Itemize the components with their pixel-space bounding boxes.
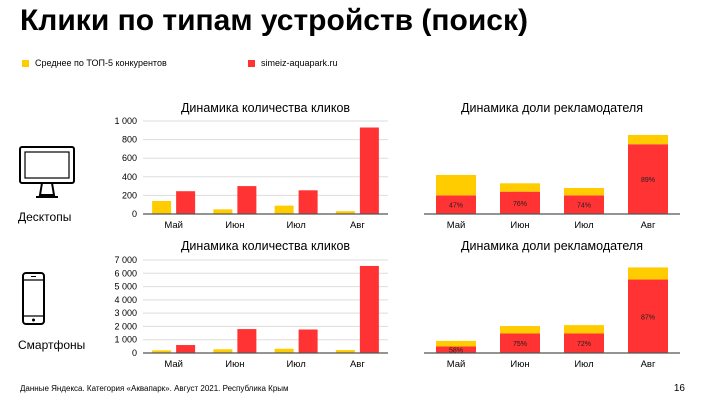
x-tick-label: Июл — [286, 220, 305, 231]
bar-segment — [500, 326, 540, 334]
x-tick-label: Май — [447, 220, 466, 231]
data-label: 76% — [513, 201, 527, 208]
x-tick-label: Июл — [286, 359, 305, 370]
x-tick-label: Авг — [641, 220, 656, 231]
y-tick-label: 1 000 — [114, 335, 137, 345]
bar-segment — [628, 267, 668, 280]
chart-title: Динамика количества кликов — [181, 239, 350, 253]
y-tick-label: 400 — [122, 172, 137, 182]
legend-label: simeiz-aquapark.ru — [261, 58, 338, 68]
x-tick-label: Июл — [574, 359, 593, 370]
bar — [335, 211, 355, 214]
y-tick-label: 0 — [132, 209, 137, 219]
x-tick-label: Июн — [225, 220, 244, 231]
bar — [213, 209, 233, 214]
bar-segment — [564, 195, 604, 214]
y-tick-label: 6 000 — [114, 268, 137, 278]
y-tick-label: 2 000 — [114, 321, 137, 331]
bar-segment — [564, 325, 604, 334]
bar-segment — [628, 134, 668, 145]
bar — [274, 205, 294, 214]
bar — [237, 186, 257, 214]
bar — [152, 350, 172, 353]
y-tick-label: 800 — [122, 135, 137, 145]
page-number: 16 — [673, 383, 685, 394]
bar — [335, 350, 355, 353]
bar-segment — [628, 144, 668, 214]
bar-segment — [628, 279, 668, 353]
smartphone-icon — [22, 272, 45, 325]
bar-segment — [564, 187, 604, 196]
x-tick-label: Авг — [641, 359, 656, 370]
legend-item-site: simeiz-aquapark.ru — [248, 58, 338, 68]
y-tick-label: 1 000 — [114, 116, 137, 126]
bar — [298, 329, 318, 353]
bar — [176, 191, 196, 214]
bar — [274, 348, 294, 353]
data-label: 58% — [449, 348, 463, 355]
legend-swatch-yellow — [22, 59, 29, 67]
y-tick-label: 600 — [122, 153, 137, 163]
legend-item-competitors: Среднее по ТОП-5 конкурентов — [22, 58, 167, 68]
data-label: 74% — [577, 203, 591, 210]
data-label: 72% — [577, 341, 591, 348]
y-tick-label: 200 — [122, 190, 137, 200]
x-tick-label: Июн — [225, 359, 244, 370]
bar-segment — [436, 340, 476, 347]
bar — [298, 190, 318, 214]
chart-title: Динамика количества кликов — [181, 101, 350, 115]
x-tick-label: Июн — [510, 220, 529, 231]
bar — [237, 329, 257, 353]
bar-segment — [500, 191, 540, 214]
x-tick-label: Авг — [350, 220, 365, 231]
x-tick-label: Авг — [350, 359, 365, 370]
x-tick-label: Май — [164, 220, 183, 231]
chart-title: Динамика доли рекламодателя — [461, 101, 643, 115]
bar-segment — [436, 346, 476, 353]
data-label: 87% — [641, 314, 655, 321]
y-tick-label: 3 000 — [114, 308, 137, 318]
device-label-desktop: Десктопы — [18, 210, 72, 224]
bar — [176, 345, 196, 353]
x-tick-label: Июн — [510, 359, 529, 370]
chart-title: Динамика доли рекламодателя — [461, 239, 643, 253]
device-label-smartphone: Смартфоны — [18, 338, 86, 352]
footer-source: Данные Яндекса. Категория «Аквапарк». Ав… — [20, 384, 289, 393]
desktop-monitor-icon — [19, 146, 75, 198]
legend-swatch-red — [248, 59, 255, 67]
legend-label: Среднее по ТОП-5 конкурентов — [35, 58, 167, 68]
y-tick-label: 7 000 — [114, 255, 137, 265]
x-tick-label: Май — [447, 359, 466, 370]
data-label: 89% — [641, 177, 655, 184]
y-tick-label: 4 000 — [114, 295, 137, 305]
data-label: 75% — [513, 341, 527, 348]
y-tick-label: 5 000 — [114, 282, 137, 292]
x-tick-label: Июл — [574, 220, 593, 231]
bar — [359, 127, 379, 214]
y-tick-label: 0 — [132, 348, 137, 358]
bar-segment — [500, 183, 540, 192]
bar-segment — [564, 333, 604, 353]
x-tick-label: Май — [164, 359, 183, 370]
bar — [213, 349, 233, 353]
data-label: 47% — [449, 203, 463, 210]
bar-segment — [436, 195, 476, 214]
bar-segment — [436, 174, 476, 196]
bar-segment — [500, 333, 540, 353]
page-title: Клики по типам устройств (поиск) — [20, 4, 528, 37]
bar — [152, 200, 172, 214]
bar — [359, 265, 379, 353]
